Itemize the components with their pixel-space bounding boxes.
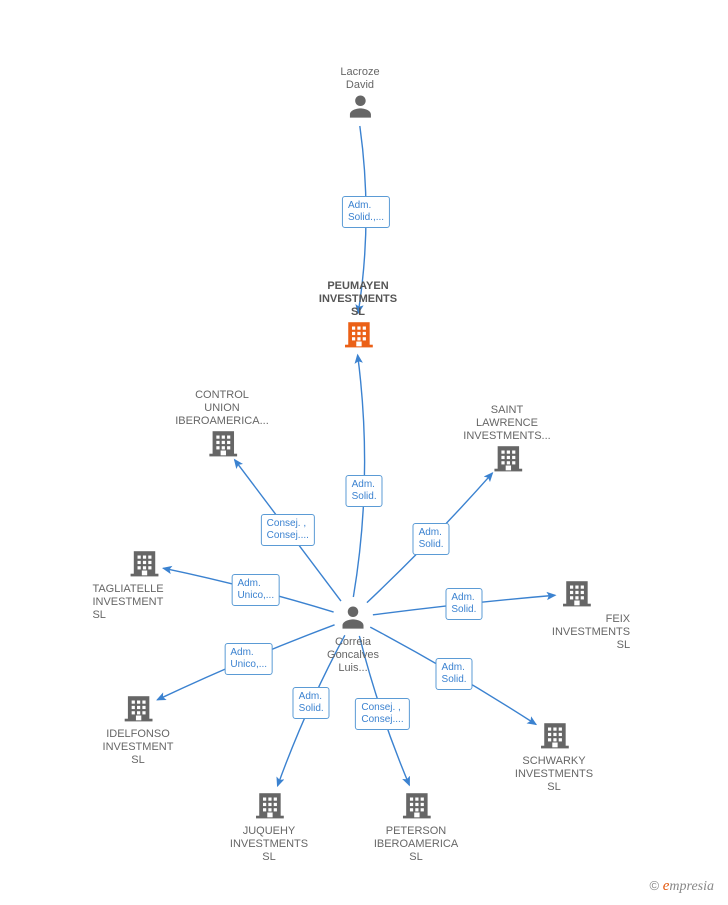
- building-icon: [123, 693, 153, 728]
- building-icon: [492, 443, 522, 478]
- node-label-line: SAINT: [491, 404, 523, 416]
- building-icon: [207, 428, 237, 463]
- node-label-line: David: [346, 79, 374, 91]
- building-icon: [343, 319, 373, 354]
- node-label-line: INVESTMENTS: [230, 838, 308, 850]
- node-label-line: SL: [262, 851, 275, 863]
- node-label-line: PETERSON: [386, 825, 447, 837]
- edge-label: Adm. Solid.: [293, 687, 330, 719]
- node-lacroze[interactable]: LacrozeDavid: [340, 66, 379, 125]
- node-label-line: SL: [351, 306, 365, 318]
- node-label-line: IDELFONSO: [106, 728, 170, 740]
- person-icon: [339, 603, 367, 636]
- node-label-line: Lacroze: [340, 66, 379, 78]
- network-diagram: LacrozeDavid PEUMAYENINVESTMENTSSL CONTR…: [0, 0, 728, 905]
- edge-label: Adm. Solid.: [445, 588, 482, 620]
- node-label-line: CONTROL: [195, 389, 249, 401]
- edge-label: Adm. Solid.: [346, 475, 383, 507]
- watermark: © empresia: [650, 878, 714, 895]
- node-label-line: Goncalves: [327, 649, 379, 661]
- node-correia[interactable]: CorreiaGoncalvesLuis...: [327, 603, 379, 675]
- node-label-line: JUQUEHY: [243, 825, 296, 837]
- node-label-line: SL: [131, 754, 144, 766]
- edge-label: Adm. Solid.: [413, 523, 450, 555]
- node-label-line: IBEROAMERICA...: [175, 415, 269, 427]
- edge-label: Adm. Unico,...: [224, 643, 273, 675]
- edge-label: Consej. , Consej....: [261, 514, 315, 546]
- node-label-line: FEIX: [606, 613, 630, 625]
- node-schwarky[interactable]: SCHWARKYINVESTMENTSSL: [515, 720, 593, 794]
- node-label-line: SL: [617, 639, 630, 651]
- node-control[interactable]: CONTROLUNIONIBEROAMERICA...: [175, 389, 269, 463]
- node-tagliatelle[interactable]: TAGLIATELLEINVESTMENTSL: [92, 548, 163, 622]
- edge-label: Adm. Solid.: [436, 658, 473, 690]
- node-label-line: INVESTMENTS...: [463, 430, 550, 442]
- edge-label: Adm. Unico,...: [231, 574, 280, 606]
- building-icon: [539, 720, 569, 755]
- node-label-line: SL: [409, 851, 422, 863]
- node-feix[interactable]: FEIXINVESTMENTSSL: [552, 578, 630, 652]
- node-idelfonso[interactable]: IDELFONSOINVESTMENTSL: [103, 693, 174, 767]
- building-icon: [401, 790, 431, 825]
- node-peterson[interactable]: PETERSONIBEROAMERICASL: [374, 790, 458, 864]
- node-label-line: LAWRENCE: [476, 417, 538, 429]
- building-icon: [128, 548, 158, 583]
- node-label-line: INVESTMENTS: [552, 626, 630, 638]
- edges-layer: [0, 0, 728, 905]
- node-label-line: UNION: [204, 402, 239, 414]
- node-peumayen[interactable]: PEUMAYENINVESTMENTSSL: [319, 280, 397, 354]
- node-label-line: SL: [92, 609, 105, 621]
- edge-label: Adm. Solid.,...: [342, 196, 390, 228]
- node-label-line: SCHWARKY: [522, 755, 585, 767]
- node-label-line: PEUMAYEN: [327, 280, 388, 292]
- node-label-line: INVESTMENT: [92, 596, 163, 608]
- node-saint[interactable]: SAINTLAWRENCEINVESTMENTS...: [463, 404, 550, 478]
- node-label-line: Correia: [335, 636, 371, 648]
- node-label-line: SL: [547, 781, 560, 793]
- brand-name: mpresia: [669, 879, 714, 894]
- building-icon: [561, 578, 591, 613]
- node-label-line: TAGLIATELLE: [92, 583, 163, 595]
- node-label-line: IBEROAMERICA: [374, 838, 458, 850]
- node-label-line: INVESTMENT: [103, 741, 174, 753]
- node-label-line: Luis...: [338, 662, 367, 674]
- node-label-line: INVESTMENTS: [515, 768, 593, 780]
- node-label-line: INVESTMENTS: [319, 293, 397, 305]
- edge-label: Consej. , Consej....: [355, 698, 409, 730]
- node-juquehy[interactable]: JUQUEHYINVESTMENTSSL: [230, 790, 308, 864]
- person-icon: [346, 92, 374, 125]
- building-icon: [254, 790, 284, 825]
- copyright-symbol: ©: [650, 878, 660, 893]
